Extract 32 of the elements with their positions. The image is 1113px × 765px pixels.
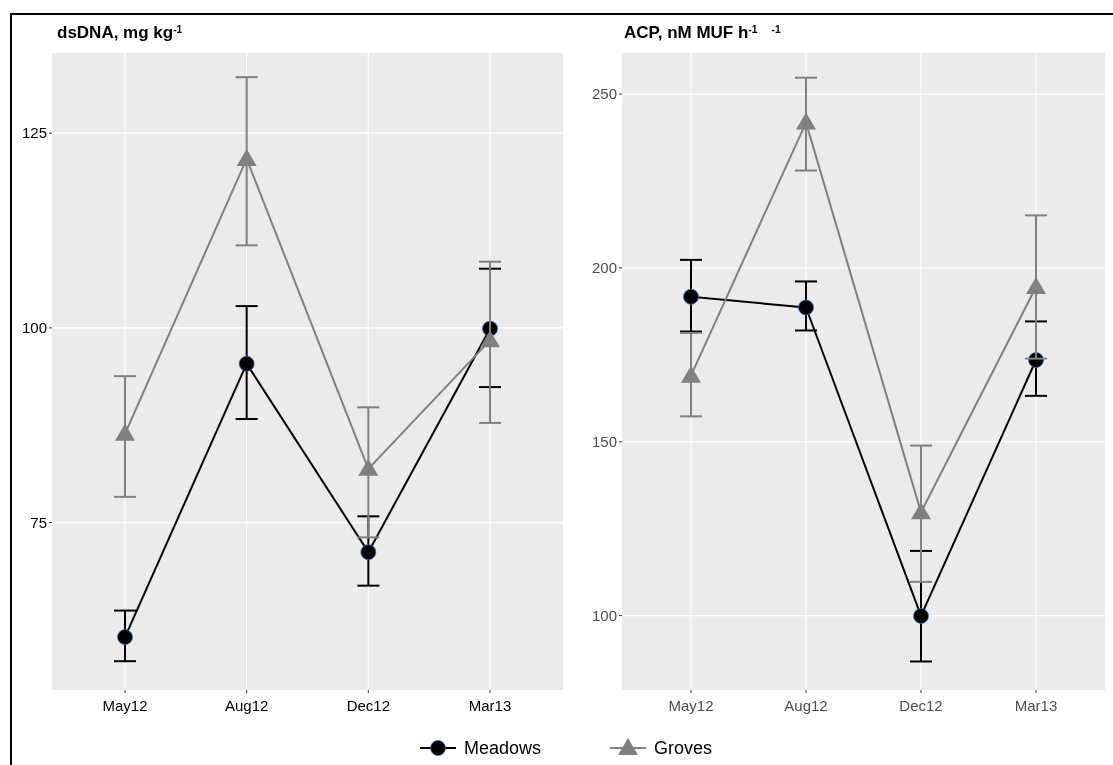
x-tick-label: Dec12 xyxy=(346,697,391,714)
point xyxy=(115,423,135,441)
point xyxy=(117,629,133,645)
point xyxy=(798,299,814,316)
x-tick-label: Dec12 xyxy=(899,697,943,714)
x-tick-label: May12 xyxy=(102,697,148,714)
legend-label: Meadows xyxy=(464,738,542,759)
point xyxy=(683,288,699,305)
y-tick-label: 125 xyxy=(21,124,47,142)
x-tick-label: Mar13 xyxy=(1014,697,1058,714)
point xyxy=(360,544,377,561)
point xyxy=(238,355,255,372)
point xyxy=(911,502,931,520)
x-tick-label: Mar13 xyxy=(468,697,512,714)
y-tick-label: 250 xyxy=(591,85,617,103)
x-tick-label: Aug12 xyxy=(784,697,828,714)
x-tick-label: May12 xyxy=(668,697,714,714)
y-tick-label: 100 xyxy=(591,606,617,624)
point xyxy=(681,365,701,383)
point xyxy=(1026,277,1046,295)
point xyxy=(480,330,500,348)
point xyxy=(796,112,816,130)
y-tick-label: 75 xyxy=(30,513,47,531)
y-tick-label: 150 xyxy=(591,432,617,450)
point xyxy=(236,148,257,166)
y-tick-label: 200 xyxy=(591,259,617,277)
chart-title: dsDNA, mg kg$^{-1}$ xyxy=(57,23,183,42)
y-tick-label: 100 xyxy=(21,319,47,337)
point xyxy=(358,458,379,476)
legend-label: Groves xyxy=(654,738,713,759)
x-tick-label: Aug12 xyxy=(224,697,269,714)
point xyxy=(913,608,929,624)
